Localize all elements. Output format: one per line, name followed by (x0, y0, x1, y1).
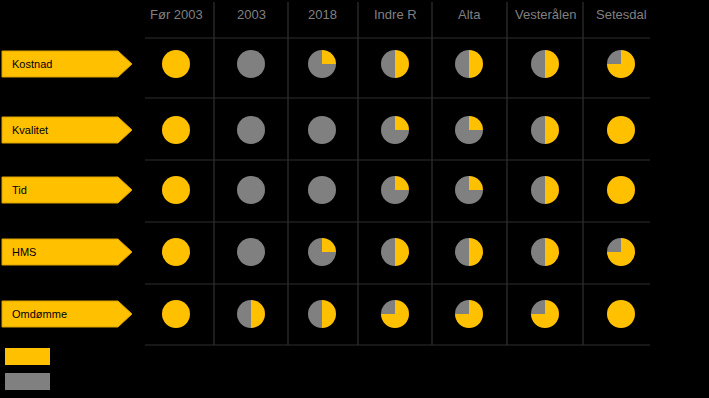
svg-text:Vesterålen: Vesterålen (515, 7, 576, 22)
svg-text:2018: 2018 (308, 7, 337, 22)
svg-text:Før 2003: Før 2003 (150, 7, 203, 22)
svg-text:Kostnad: Kostnad (12, 58, 52, 70)
svg-text:Setesdal: Setesdal (596, 7, 647, 22)
svg-text:2003: 2003 (237, 7, 266, 22)
svg-text:Alta: Alta (458, 7, 481, 22)
svg-text:Omdømme: Omdømme (12, 308, 67, 320)
svg-text:Kvalitet: Kvalitet (12, 124, 48, 136)
svg-text:Tid: Tid (12, 184, 27, 196)
svg-text:HMS: HMS (12, 246, 36, 258)
svg-text:Indre R: Indre R (374, 7, 417, 22)
